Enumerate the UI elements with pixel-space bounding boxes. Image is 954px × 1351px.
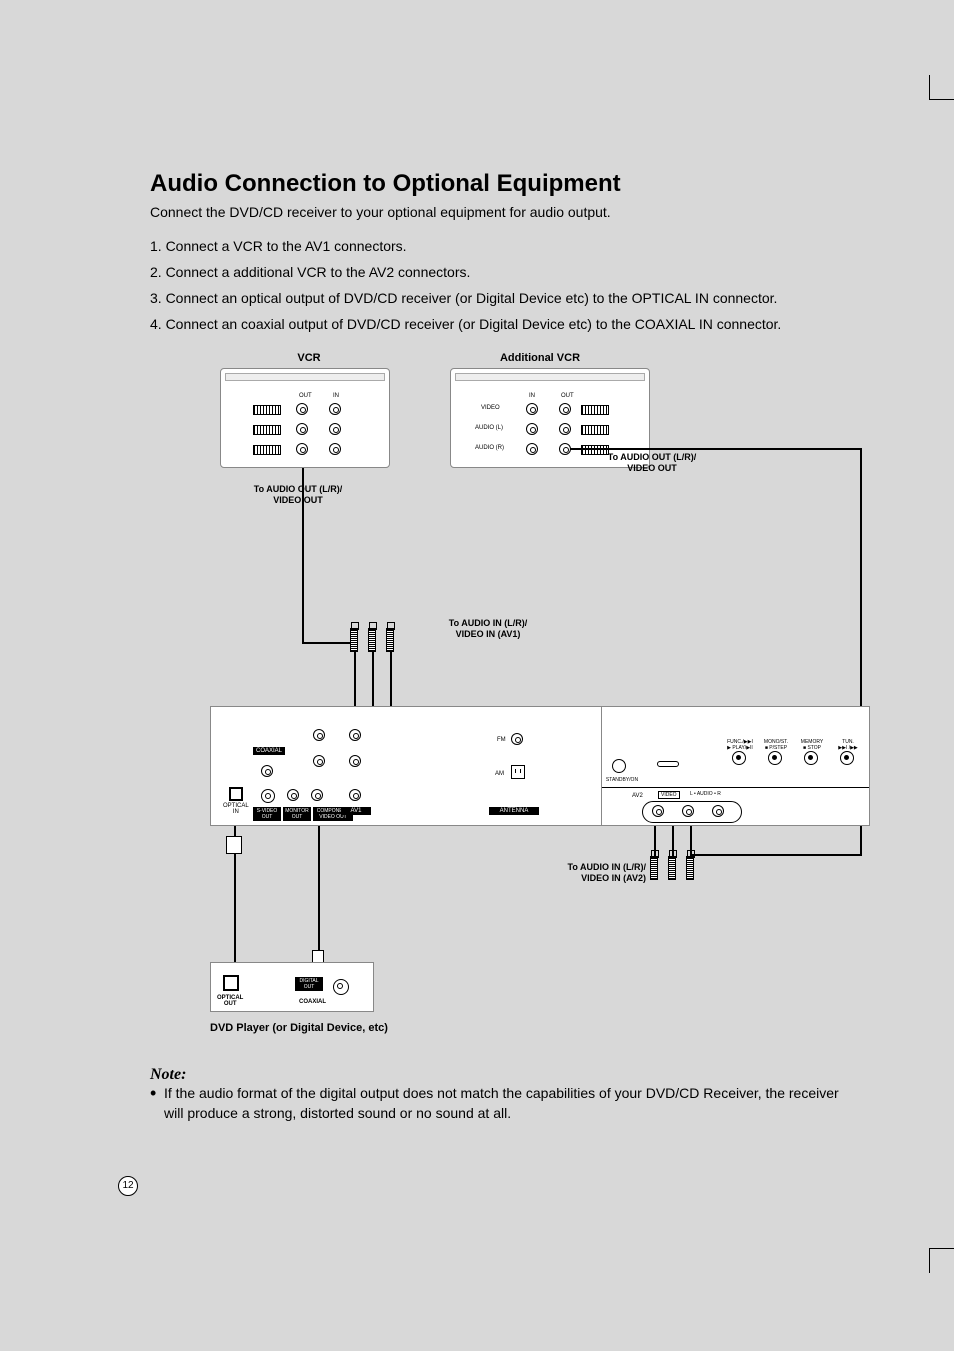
steps-list: 1. Connect a VCR to the AV1 connectors. … xyxy=(150,238,855,332)
page-heading: Audio Connection to Optional Equipment xyxy=(150,170,855,198)
note-body: If the audio format of the digital outpu… xyxy=(150,1084,855,1123)
dvd-player-box: OPTICAL OUT DIGITAL OUT COAXIAL xyxy=(210,962,374,1012)
vcr2-title: Additional VCR xyxy=(480,352,600,364)
note-heading: Note: xyxy=(150,1066,855,1084)
receiver-back-panel: OPTICAL IN COAXIAL S-VIDEO OUT MONITOR O… xyxy=(210,706,602,826)
step-1: 1. Connect a VCR to the AV1 connectors. xyxy=(150,238,855,254)
vcr1-callout: To AUDIO OUT (L/R)/ VIDEO OUT xyxy=(228,484,368,506)
step-3: 3. Connect an optical output of DVD/CD r… xyxy=(150,290,855,306)
intro-text: Connect the DVD/CD receiver to your opti… xyxy=(150,204,855,220)
av1-callout: To AUDIO IN (L/R)/ VIDEO IN (AV1) xyxy=(418,618,558,640)
dvd-caption: DVD Player (or Digital Device, etc) xyxy=(210,1022,470,1034)
crop-mark-bottom-right xyxy=(929,1248,954,1273)
page-number: 12 xyxy=(118,1176,138,1196)
av2-callout: To AUDIO IN (L/R)/ VIDEO IN (AV2) xyxy=(506,862,646,884)
vcr1-title: VCR xyxy=(284,352,334,364)
sidebar-gray-block xyxy=(0,0,95,150)
step-4: 4. Connect an coaxial output of DVD/CD r… xyxy=(150,316,855,332)
vcr1-box: OUT IN xyxy=(220,368,390,468)
vcr2-callout: To AUDIO OUT (L/R)/ VIDEO OUT xyxy=(582,452,722,474)
crop-mark-top-right xyxy=(929,75,954,100)
connection-diagram: VCR OUT IN To AUDIO OUT (L/R)/ VIDEO OUT… xyxy=(150,352,870,1052)
receiver-front-panel: STANDBY/ON FUNC./▶▶I ▶ PLAY/▶II MONO/ST.… xyxy=(602,706,870,826)
page-content: Audio Connection to Optional Equipment C… xyxy=(95,0,885,1123)
step-2: 2. Connect a additional VCR to the AV2 c… xyxy=(150,264,855,280)
